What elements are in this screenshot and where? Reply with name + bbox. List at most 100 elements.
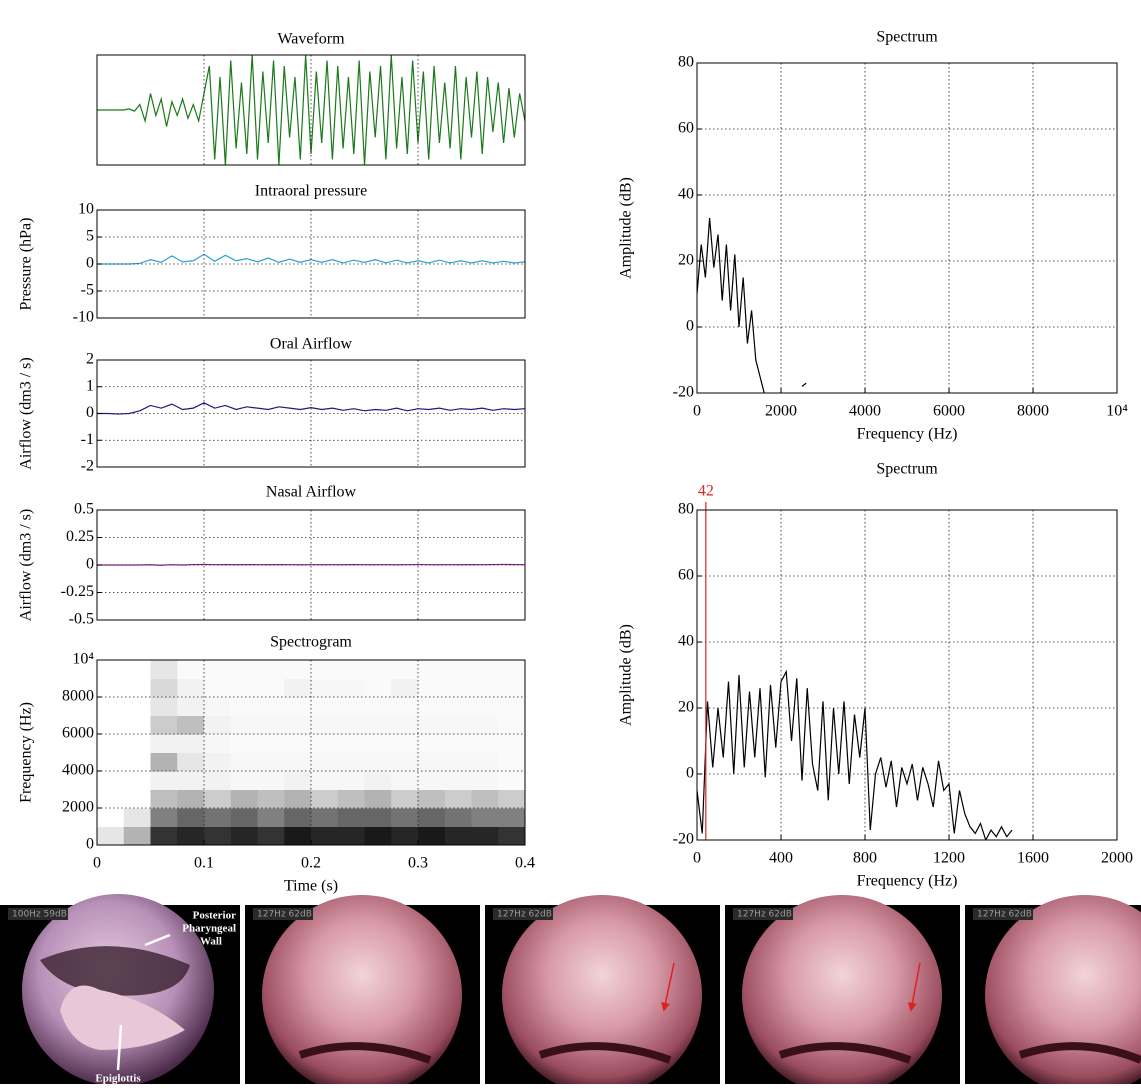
heat-cell xyxy=(418,771,446,790)
y-tick-label: 0 xyxy=(686,765,694,782)
heat-cell xyxy=(150,752,178,772)
x-tick-label: 1200 xyxy=(933,850,965,867)
heat-cell xyxy=(230,660,258,679)
heat-cell xyxy=(391,734,419,753)
y-tick-label: 20 xyxy=(678,252,694,269)
y-axis-label: Airflow (dm3 / s) xyxy=(18,357,35,469)
heat-cell xyxy=(257,697,285,716)
heat-cell xyxy=(337,752,365,772)
heat-cell xyxy=(337,808,365,827)
heat-cell xyxy=(284,734,312,753)
x-tick-label: 0 xyxy=(693,850,701,867)
x-tick-label: 0.3 xyxy=(408,855,428,872)
x-tick-label: 2000 xyxy=(1101,850,1133,867)
y-tick-label: 4000 xyxy=(62,762,94,779)
heat-cell xyxy=(97,734,125,753)
y-tick-label: 10⁴ xyxy=(72,651,94,668)
heat-cell xyxy=(391,789,419,809)
x-axis-label: Time (s) xyxy=(284,878,338,895)
heat-cell xyxy=(150,771,178,790)
heat-cell xyxy=(97,789,125,809)
heat-cell xyxy=(123,771,151,790)
heat-cell xyxy=(498,660,525,679)
heat-cell xyxy=(311,752,339,772)
heat-cell xyxy=(123,660,151,679)
y-tick-label: -2 xyxy=(81,458,94,475)
heat-cell xyxy=(391,715,419,735)
heat-cell xyxy=(364,660,392,679)
heat-cell xyxy=(471,789,499,809)
heat-cell xyxy=(204,660,232,679)
heat-cell xyxy=(444,734,472,753)
heat-cell xyxy=(284,715,312,735)
y-tick-label: 0 xyxy=(86,404,94,421)
heat-cell xyxy=(364,826,392,845)
heat-cell xyxy=(444,697,472,716)
heat-cell xyxy=(444,771,472,790)
heat-cell xyxy=(444,789,472,809)
heat-cell xyxy=(471,715,499,735)
heat-cell xyxy=(204,715,232,735)
heat-cell xyxy=(150,715,178,735)
heat-cell xyxy=(123,789,151,809)
heat-cell xyxy=(418,734,446,753)
heat-cell xyxy=(177,715,205,735)
y-tick-label: 1 xyxy=(86,377,94,394)
chart-title: Spectrum xyxy=(876,29,938,46)
plot-frame xyxy=(696,62,1118,394)
heat-cell xyxy=(284,826,312,845)
heat-cell xyxy=(284,678,312,698)
heat-cell xyxy=(498,826,525,845)
chart: Spectrum 0 400 800 1200 1600 2000 -20 0 20 40 60 804… xyxy=(618,461,1133,890)
heat-cell xyxy=(150,826,178,845)
heat-cell xyxy=(311,734,339,753)
y-tick-label: -5 xyxy=(81,282,94,299)
chart-title: Spectrum xyxy=(876,461,938,478)
heat-cell xyxy=(498,789,525,809)
x-tick-label: 2000 xyxy=(765,403,797,420)
annotation: Wall xyxy=(200,936,222,948)
heat-cell xyxy=(230,771,258,790)
plot-frame xyxy=(696,509,1118,841)
heat-cell xyxy=(257,715,285,735)
heat-cell xyxy=(418,789,446,809)
heat-cell xyxy=(444,752,472,772)
heat-cell xyxy=(204,678,232,698)
plot-area xyxy=(697,218,807,393)
heat-cell xyxy=(123,826,151,845)
heat-cell xyxy=(97,826,125,845)
chart: Nasal Airflow -0.5 -0.25 0 0.25 0.5 Airflow (d… xyxy=(18,484,526,628)
heat-cell xyxy=(257,752,285,772)
chart-title: Oral Airflow xyxy=(270,336,353,353)
heat-cell xyxy=(337,678,365,698)
chart: Spectrum 0 2000 4000 6000 8000 10⁴ -20 0 20 40 60 80… xyxy=(618,29,1129,443)
x-tick-label: 4000 xyxy=(849,403,881,420)
heat-cell xyxy=(337,771,365,790)
plot-frame xyxy=(96,659,526,846)
plot-area xyxy=(697,669,1013,840)
heat-cell xyxy=(498,771,525,790)
heat-cell xyxy=(204,808,232,827)
x-tick-label: 8000 xyxy=(1017,403,1049,420)
heat-cell xyxy=(311,660,339,679)
plot-frame xyxy=(96,509,526,621)
heat-cell xyxy=(364,734,392,753)
photo: 100Hz 59dB Posterior Pharyngeal Wall Epi… xyxy=(0,894,240,1086)
data-line xyxy=(697,218,807,393)
y-axis-label: Airflow (dm3 / s) xyxy=(18,509,35,621)
heat-cell xyxy=(123,697,151,716)
heat-cell xyxy=(311,826,339,845)
heat-cell xyxy=(364,752,392,772)
x-tick-label: 800 xyxy=(853,850,877,867)
x-tick-label: 6000 xyxy=(933,403,965,420)
plot-frame xyxy=(96,359,526,468)
annotation: Posterior xyxy=(193,910,236,922)
heat-cell xyxy=(471,678,499,698)
heat-cell xyxy=(418,697,446,716)
heat-cell xyxy=(471,826,499,845)
y-axis-label: Frequency (Hz) xyxy=(18,702,35,803)
heat-cell xyxy=(284,752,312,772)
y-tick-label: 6000 xyxy=(62,725,94,742)
heat-cell xyxy=(177,752,205,772)
